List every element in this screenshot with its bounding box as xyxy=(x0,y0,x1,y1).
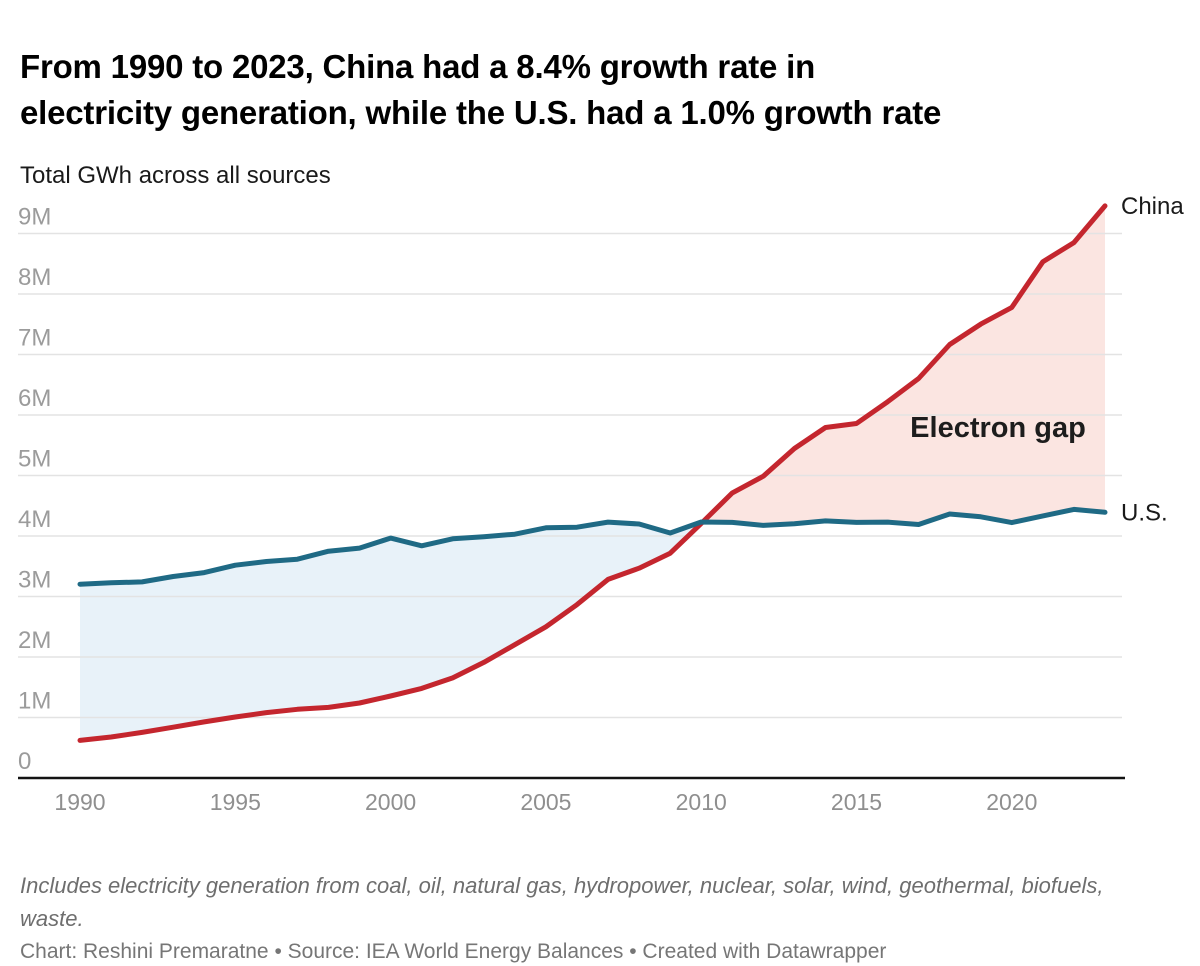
y-tick-label-0: 0 xyxy=(18,748,31,775)
y-tick-label-1M: 1M xyxy=(18,688,51,715)
x-tick-label-2005: 2005 xyxy=(520,789,571,815)
chart-title: From 1990 to 2023, China had a 8.4% grow… xyxy=(20,48,942,131)
y-tick-label-3M: 3M xyxy=(18,567,51,594)
series-label-china: China xyxy=(1121,193,1184,220)
y-tick-label-5M: 5M xyxy=(18,446,51,473)
y-tick-label-2M: 2M xyxy=(18,627,51,654)
y-tick-label-8M: 8M xyxy=(18,264,51,291)
x-tick-label-2010: 2010 xyxy=(676,789,727,815)
x-tick-label-1995: 1995 xyxy=(210,789,261,815)
x-tick-label-2015: 2015 xyxy=(831,789,882,815)
x-tick-label-2000: 2000 xyxy=(365,789,416,815)
series-line-china xyxy=(77,203,1108,743)
chart-footnote: Includes electricity generation from coa… xyxy=(20,873,1104,931)
x-tick-label-1990: 1990 xyxy=(54,789,105,815)
gap-area-us-lead xyxy=(80,522,703,741)
series-line-us xyxy=(77,506,1108,587)
chart-credit: Chart: Reshini Premaratne • Source: IEA … xyxy=(20,940,887,963)
gap-area-china-lead xyxy=(702,205,1105,526)
annotation-electron-gap: Electron gap xyxy=(910,412,1086,444)
y-tick-label-6M: 6M xyxy=(18,385,51,412)
chart-subtitle: Total GWh across all sources xyxy=(20,162,331,189)
y-tick-label-7M: 7M xyxy=(18,325,51,352)
y-tick-label-9M: 9M xyxy=(18,204,51,231)
y-tick-label-4M: 4M xyxy=(18,506,51,533)
series-label-us: U.S. xyxy=(1121,499,1168,526)
x-tick-label-2020: 2020 xyxy=(986,789,1037,815)
